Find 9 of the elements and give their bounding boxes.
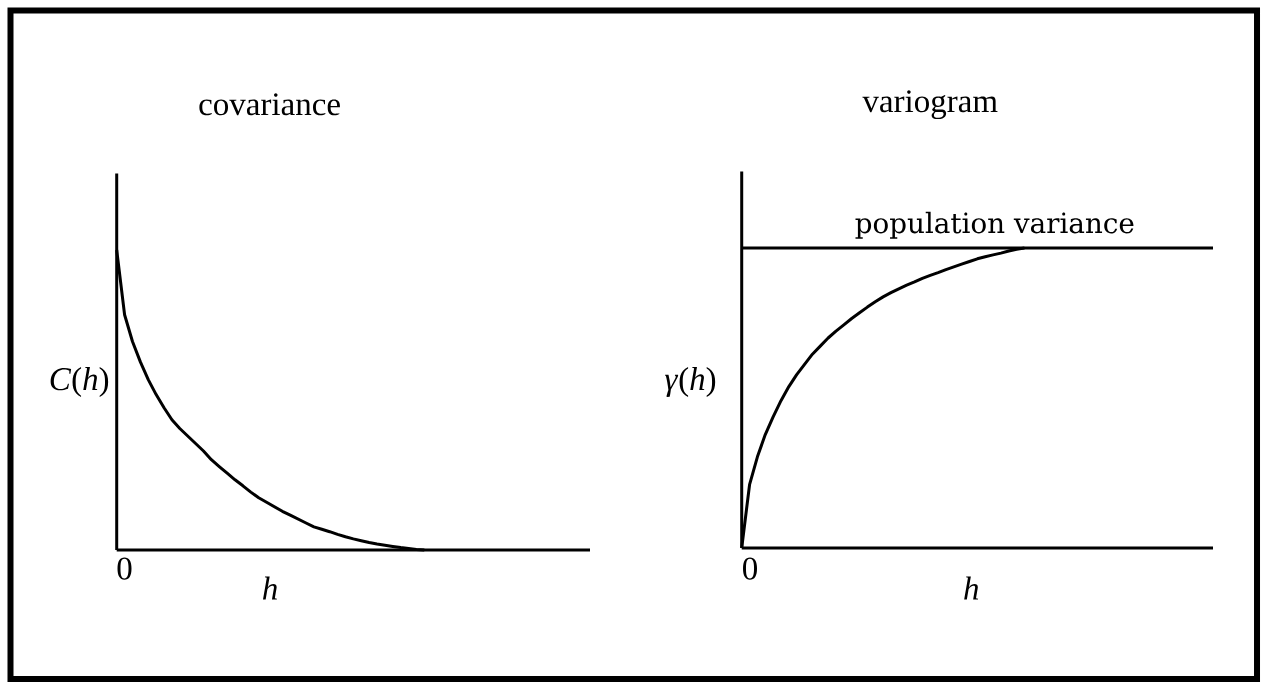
text: 0 [743,557,758,580]
ref-line-label: population variance [855,211,1134,239]
y-axis-title: γ(h) [665,367,716,397]
chart-title: variogram [862,90,998,120]
chart-title: covariance [199,93,340,116]
y-axis-title: C(h) [50,367,109,397]
text: 0 [117,557,132,580]
x-axis-title: h [964,576,979,600]
x-axis-title: h [262,576,277,600]
